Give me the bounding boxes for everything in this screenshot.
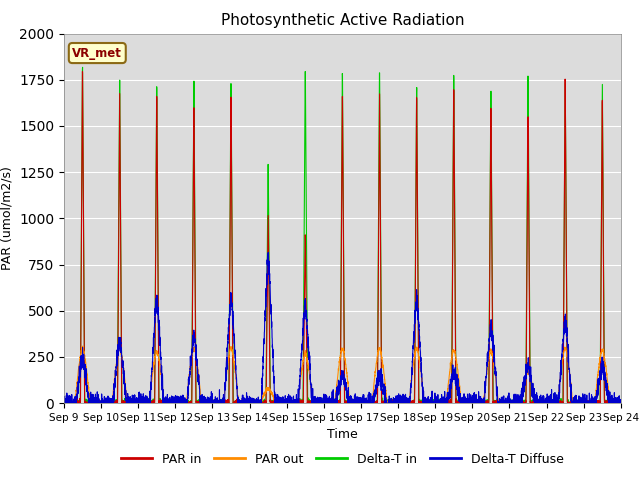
Text: VR_met: VR_met xyxy=(72,47,122,60)
Delta-T in xyxy=(616,396,624,402)
Delta-T in xyxy=(467,399,475,405)
PAR out xyxy=(60,400,68,406)
PAR out xyxy=(616,400,624,406)
PAR out xyxy=(617,399,625,405)
Delta-T Diffuse xyxy=(617,400,625,406)
Line: Delta-T Diffuse: Delta-T Diffuse xyxy=(64,252,621,403)
Delta-T Diffuse xyxy=(161,400,168,406)
X-axis label: Time: Time xyxy=(327,429,358,442)
PAR out xyxy=(161,400,168,406)
Delta-T Diffuse xyxy=(436,398,444,404)
Delta-T Diffuse xyxy=(468,400,476,406)
Delta-T in xyxy=(161,399,168,405)
PAR in xyxy=(436,400,444,406)
PAR in xyxy=(79,69,86,74)
Delta-T in xyxy=(436,400,444,406)
PAR out xyxy=(322,399,330,405)
Delta-T Diffuse xyxy=(499,400,507,406)
PAR in xyxy=(499,399,507,405)
PAR in xyxy=(467,398,475,404)
Delta-T Diffuse xyxy=(616,400,624,406)
Delta-T in xyxy=(499,400,507,406)
Delta-T Diffuse xyxy=(60,397,68,403)
Line: Delta-T in: Delta-T in xyxy=(64,67,621,403)
PAR in xyxy=(161,400,168,406)
Delta-T Diffuse xyxy=(60,400,68,406)
Line: PAR in: PAR in xyxy=(64,72,621,403)
Delta-T Diffuse xyxy=(322,396,330,402)
Y-axis label: PAR (umol/m2/s): PAR (umol/m2/s) xyxy=(1,167,13,270)
PAR in xyxy=(322,400,330,406)
PAR in xyxy=(60,400,68,406)
Legend: PAR in, PAR out, Delta-T in, Delta-T Diffuse: PAR in, PAR out, Delta-T in, Delta-T Dif… xyxy=(116,448,569,471)
Delta-T in xyxy=(322,399,330,405)
Delta-T Diffuse xyxy=(264,250,272,255)
Delta-T in xyxy=(79,64,86,70)
PAR in xyxy=(617,399,625,405)
Line: PAR out: PAR out xyxy=(64,346,621,403)
PAR out xyxy=(499,400,507,406)
Delta-T in xyxy=(60,400,68,406)
PAR in xyxy=(616,399,624,405)
PAR out xyxy=(467,400,475,406)
PAR out xyxy=(436,399,444,405)
Title: Photosynthetic Active Radiation: Photosynthetic Active Radiation xyxy=(221,13,464,28)
Delta-T in xyxy=(617,400,625,406)
PAR out xyxy=(79,343,86,349)
